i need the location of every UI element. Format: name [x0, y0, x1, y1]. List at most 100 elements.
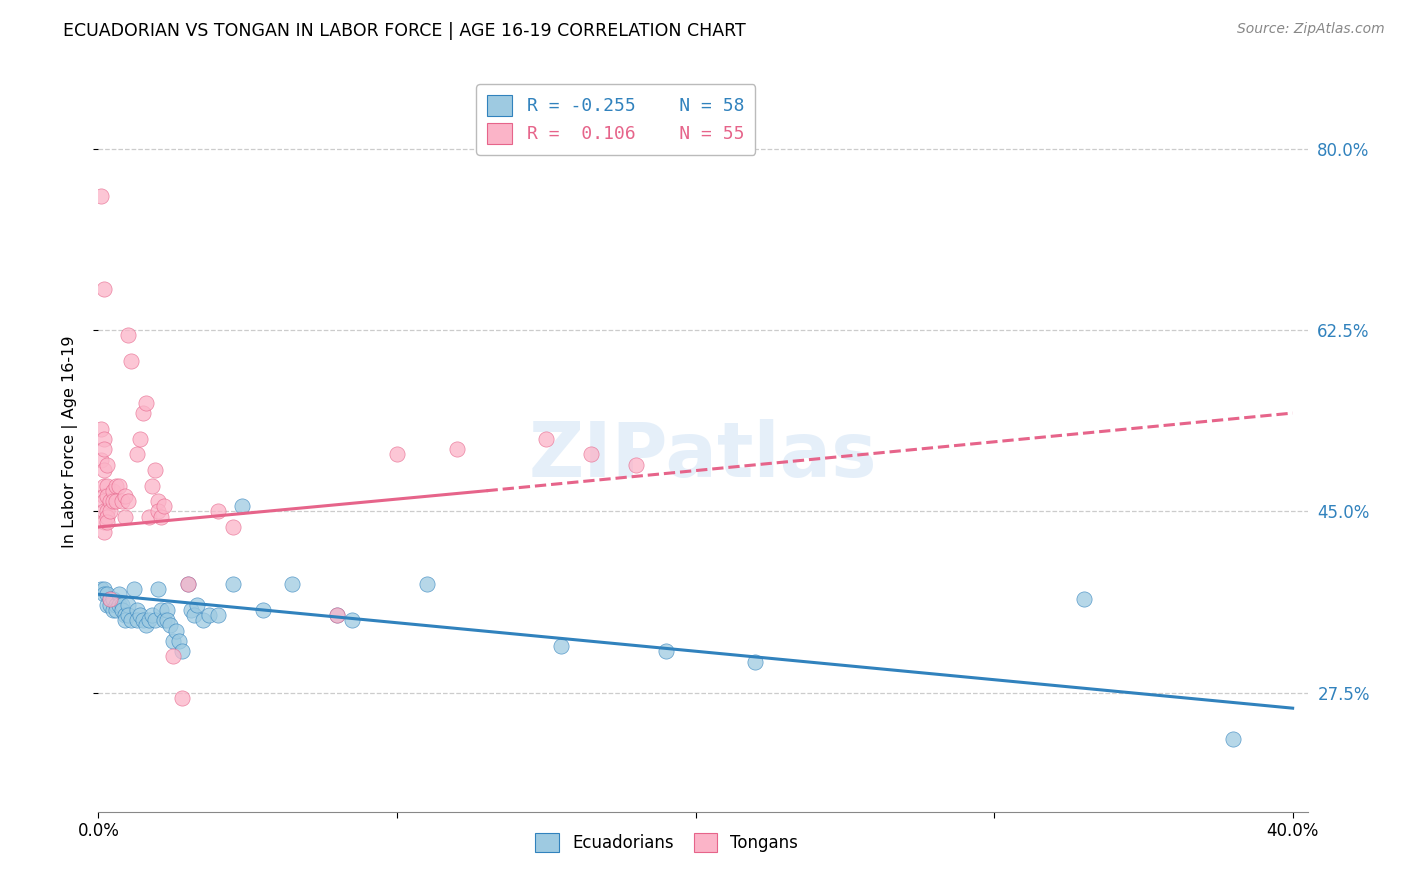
Point [170, 690, 193, 705]
Point [138, 613, 160, 627]
Point [111, 603, 134, 617]
Legend: Ecuadorians, Tongans: Ecuadorians, Tongans [529, 826, 804, 859]
Point [135, 395, 157, 409]
Point [326, 607, 349, 622]
Point [105, 603, 128, 617]
Point [146, 504, 169, 518]
Point [114, 489, 136, 503]
Point [326, 607, 349, 622]
Point [117, 328, 139, 343]
Point [98, 504, 121, 518]
Point [98, 598, 121, 612]
Point [117, 598, 139, 612]
Point [122, 582, 145, 596]
Point [132, 613, 155, 627]
Point [90, 421, 112, 435]
Point [93, 515, 115, 529]
Point [93, 587, 115, 601]
Point [385, 448, 408, 462]
Point [150, 603, 173, 617]
Point [120, 613, 142, 627]
Point [156, 603, 179, 617]
Point [93, 463, 115, 477]
Point [177, 577, 200, 591]
Point [127, 613, 149, 627]
Point [114, 613, 136, 627]
Point [96, 478, 118, 492]
Point [153, 500, 176, 514]
Point [416, 577, 439, 591]
Point [111, 598, 134, 612]
Point [114, 607, 136, 622]
Point [159, 618, 181, 632]
Point [340, 613, 363, 627]
Point [1073, 592, 1095, 607]
Point [93, 432, 115, 446]
Point [93, 582, 115, 596]
Point [143, 613, 166, 627]
Point [96, 598, 118, 612]
Point [93, 489, 115, 503]
Point [550, 639, 572, 653]
Point [281, 577, 304, 591]
Point [105, 494, 128, 508]
Point [98, 592, 121, 607]
Point [98, 592, 121, 607]
Point [103, 592, 125, 607]
Point [162, 633, 184, 648]
Point [198, 607, 221, 622]
Point [141, 478, 163, 492]
Point [162, 649, 184, 664]
Point [127, 448, 149, 462]
Point [111, 494, 134, 508]
Point [96, 515, 118, 529]
Point [170, 644, 193, 658]
Point [222, 520, 245, 534]
Point [103, 494, 125, 508]
Point [191, 613, 214, 627]
Point [579, 448, 602, 462]
Point [135, 618, 157, 632]
Point [624, 458, 647, 472]
Point [93, 442, 115, 457]
Point [207, 607, 229, 622]
Point [744, 655, 766, 669]
Point [153, 613, 176, 627]
Point [96, 489, 118, 503]
Point [117, 607, 139, 622]
Point [167, 633, 190, 648]
Point [90, 452, 112, 467]
Point [536, 432, 558, 446]
Point [132, 406, 155, 420]
Point [93, 525, 115, 540]
Point [96, 587, 118, 601]
Point [98, 494, 121, 508]
Point [114, 509, 136, 524]
Point [1222, 732, 1244, 747]
Point [180, 603, 202, 617]
Point [93, 282, 115, 296]
Point [252, 603, 274, 617]
Point [108, 478, 131, 492]
Point [108, 598, 131, 612]
Point [105, 598, 128, 612]
Point [231, 500, 253, 514]
Point [96, 504, 118, 518]
Point [90, 188, 112, 202]
Point [90, 582, 112, 596]
Text: ECUADORIAN VS TONGAN IN LABOR FORCE | AGE 16-19 CORRELATION CHART: ECUADORIAN VS TONGAN IN LABOR FORCE | AG… [63, 22, 747, 40]
Point [207, 504, 229, 518]
Point [222, 577, 245, 591]
Y-axis label: In Labor Force | Age 16-19: In Labor Force | Age 16-19 [62, 335, 77, 548]
Point [143, 463, 166, 477]
Point [93, 504, 115, 518]
Text: Source: ZipAtlas.com: Source: ZipAtlas.com [1237, 22, 1385, 37]
Point [96, 509, 118, 524]
Point [103, 603, 125, 617]
Point [105, 478, 128, 492]
Point [127, 603, 149, 617]
Point [96, 458, 118, 472]
Point [138, 509, 160, 524]
Point [120, 354, 142, 368]
Point [93, 494, 115, 508]
